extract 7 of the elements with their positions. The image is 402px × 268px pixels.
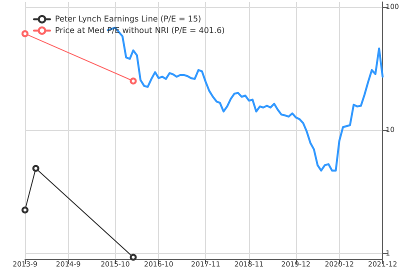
legend-label: Peter Lynch Earnings Line (P/E = 15) xyxy=(55,14,202,24)
point xyxy=(130,78,137,85)
point xyxy=(22,30,28,38)
point xyxy=(32,164,40,172)
point xyxy=(22,206,28,214)
point xyxy=(130,254,137,261)
line-series xyxy=(106,26,384,172)
